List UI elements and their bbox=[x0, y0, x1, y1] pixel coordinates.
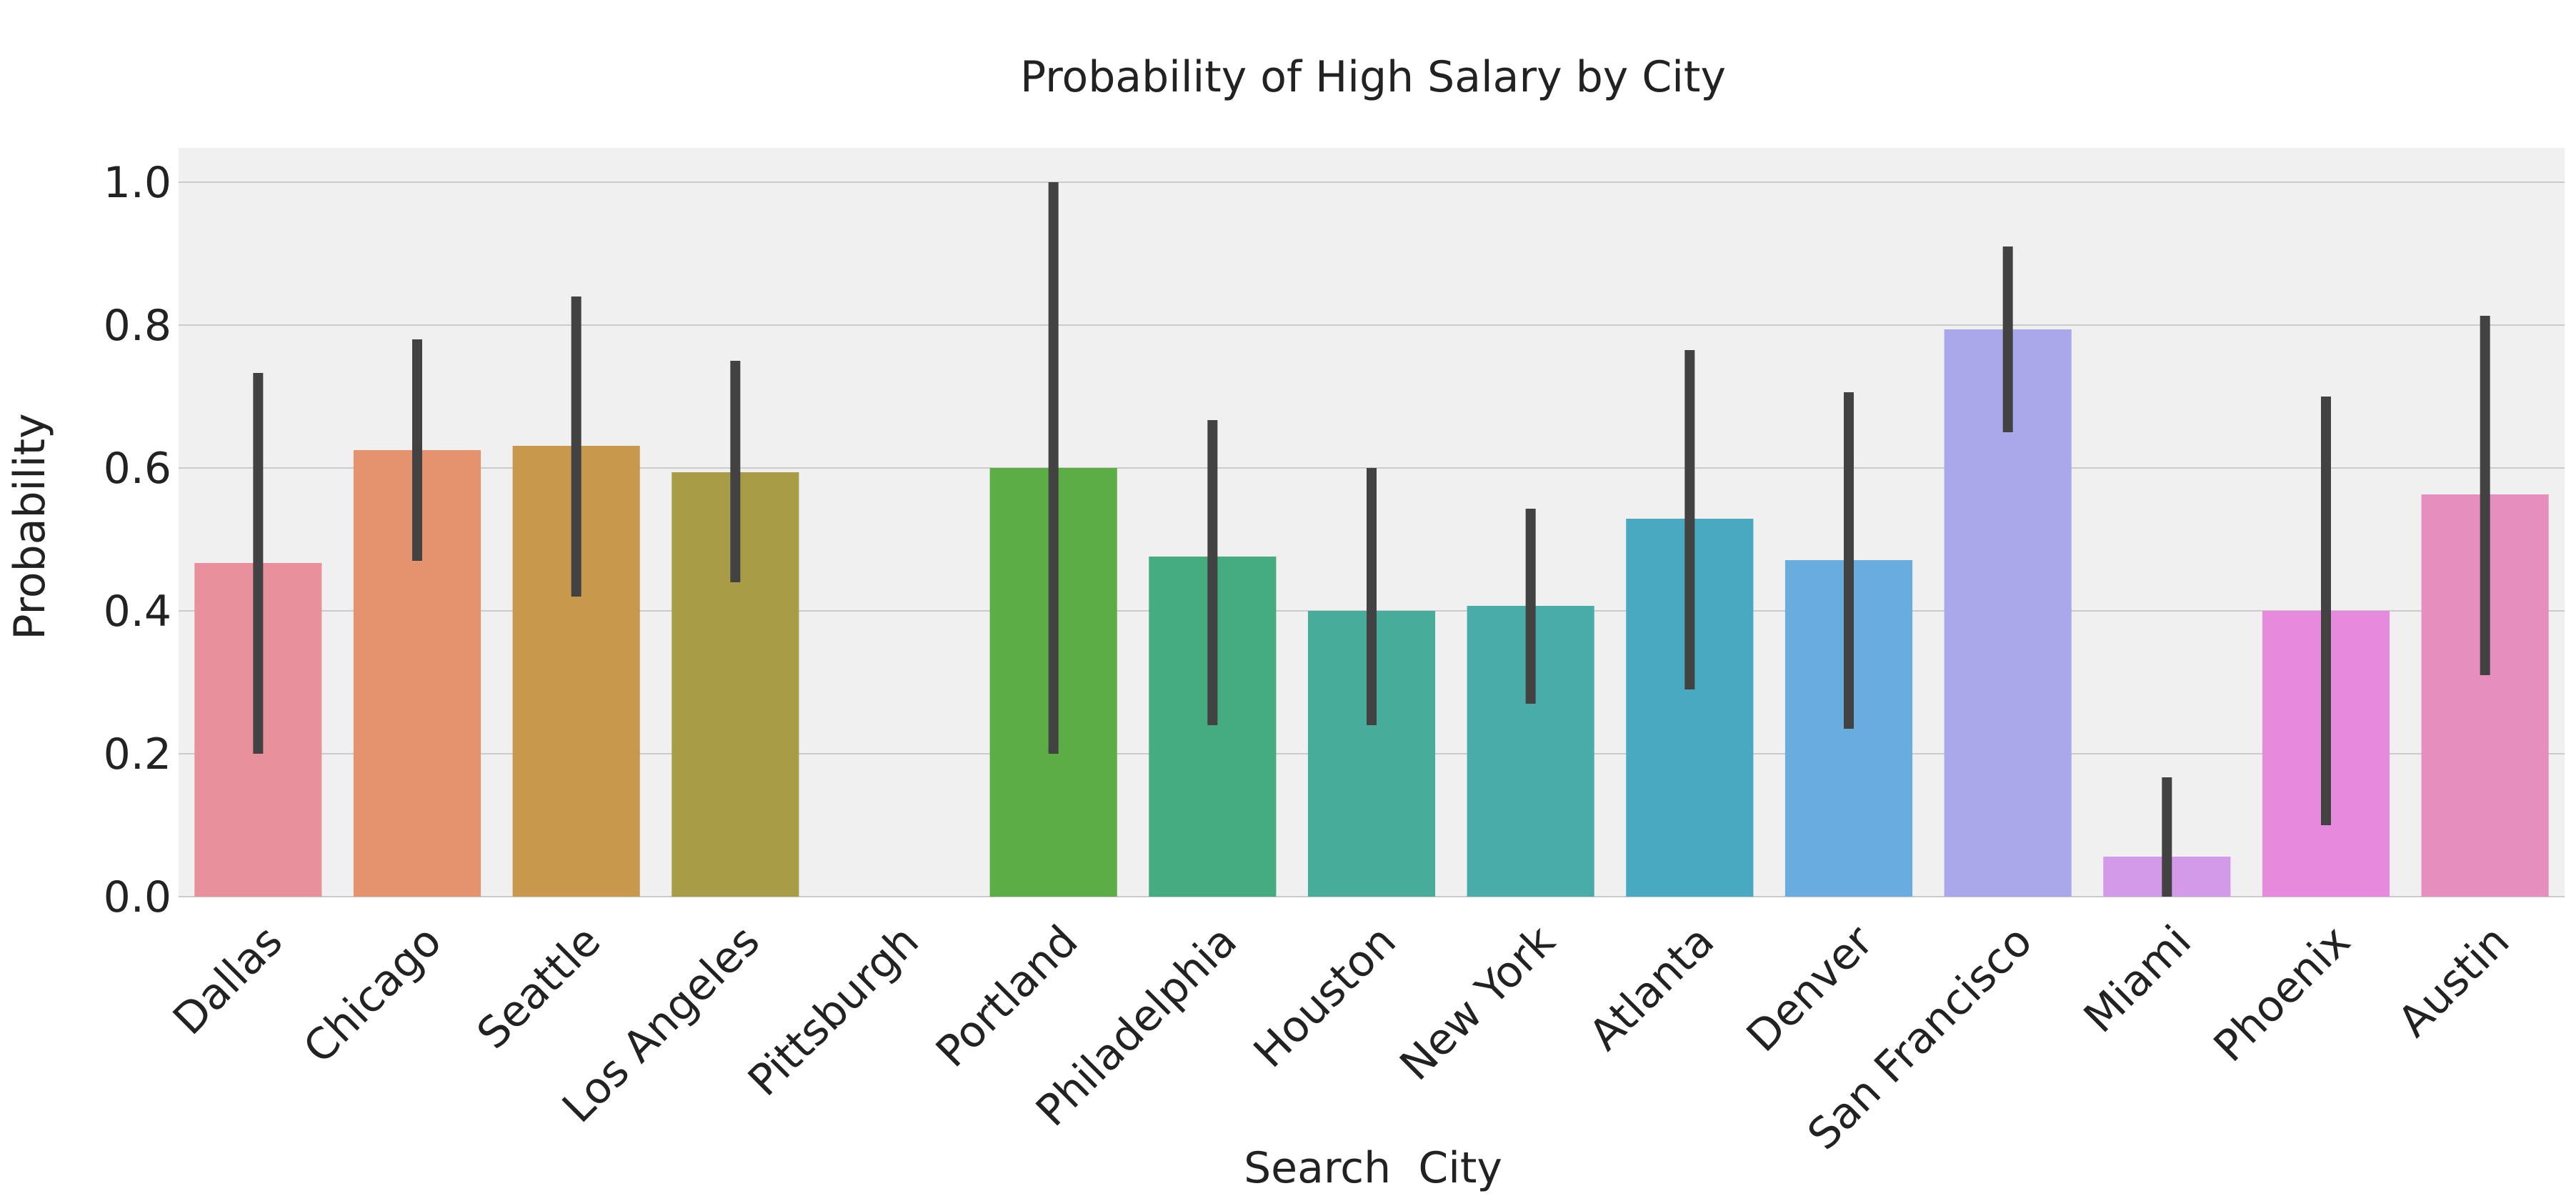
y-tick-labels: 0.0 0.2 0.4 0.6 0.8 1.0 bbox=[104, 158, 171, 922]
y-tick-label: 0.2 bbox=[104, 729, 171, 779]
y-tick-label: 0.8 bbox=[104, 301, 171, 351]
y-tick-label: 1.0 bbox=[104, 158, 171, 208]
error-bars bbox=[253, 182, 2490, 897]
x-axis-label: Search City bbox=[1244, 1143, 1502, 1193]
y-tick-label: 0.6 bbox=[104, 444, 171, 494]
y-axis-label: Probability bbox=[5, 413, 55, 639]
y-tick-label: 0.0 bbox=[104, 872, 171, 922]
chart-title: Probability of High Salary by City bbox=[1020, 52, 1726, 102]
y-tick-label: 0.4 bbox=[104, 587, 171, 637]
